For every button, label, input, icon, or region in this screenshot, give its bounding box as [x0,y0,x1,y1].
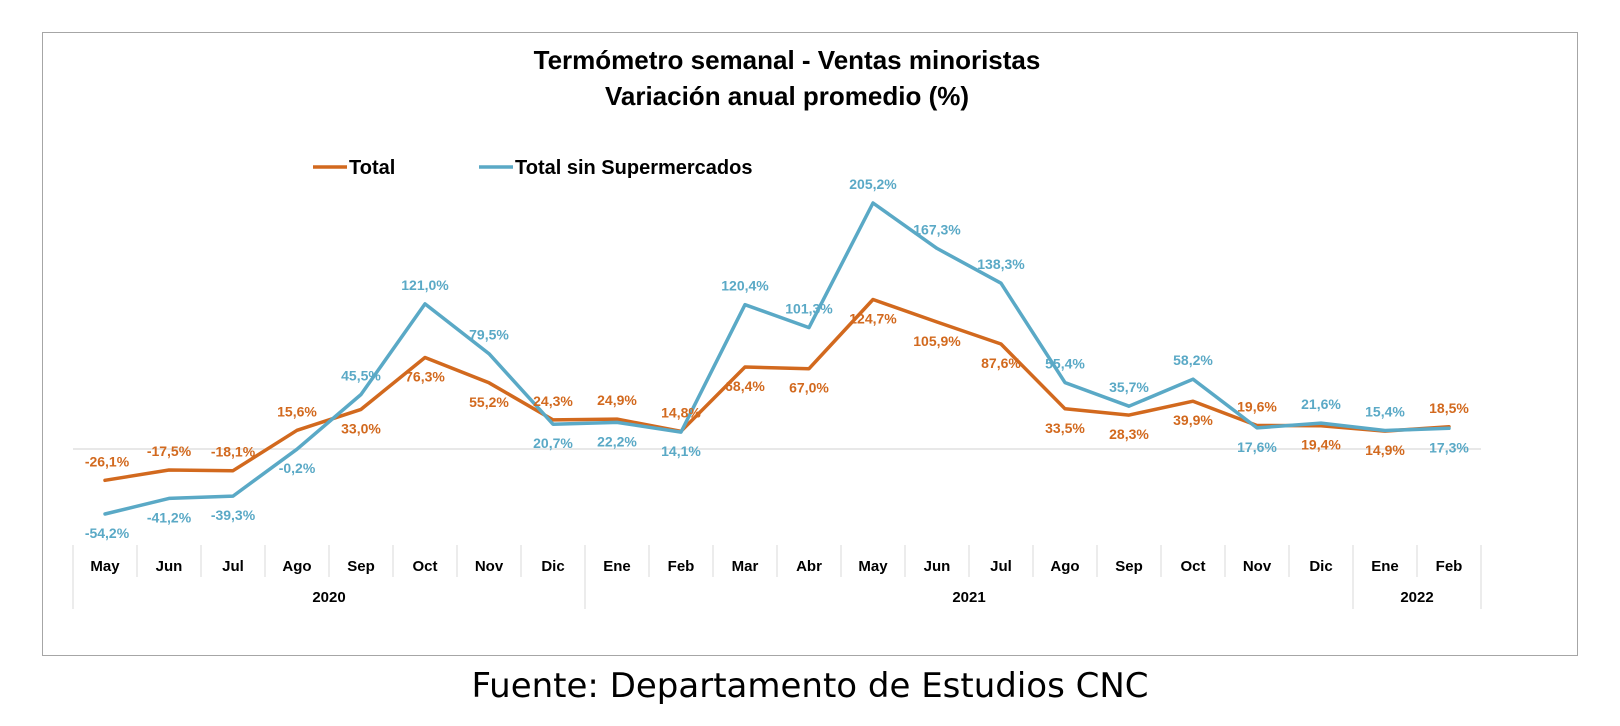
x-tick-label: Mar [732,558,759,575]
data-label-total: -17,5% [147,443,192,459]
legend: Total Total sin Supermercados [313,157,752,179]
series-line-sin-supermercados [103,201,1451,516]
data-label-sin-supermercados: 58,2% [1173,352,1213,368]
data-label-sin-supermercados: 205,2% [849,176,897,192]
data-label-total: 24,3% [533,393,573,409]
data-label-total: 67,0% [789,380,829,396]
x-tick-label: Sep [347,558,375,575]
x-tick-label: Feb [1436,558,1463,575]
data-label-total: 55,2% [469,394,509,410]
x-tick-label: Abr [796,558,822,575]
data-label-sin-supermercados: 120,4% [721,278,769,294]
data-label-sin-supermercados: 45,5% [341,368,381,384]
data-label-sin-supermercados: 21,6% [1301,396,1341,412]
data-label-total: 39,9% [1173,412,1213,428]
chart-title-line-2: Variación anual promedio (%) [605,81,969,111]
x-tick-label: Jun [924,558,951,575]
data-label-sin-supermercados: 15,4% [1365,404,1405,420]
data-label-total: 33,0% [341,420,381,436]
x-tick-label: Dic [1309,558,1332,575]
x-tick-label: Jul [990,558,1012,575]
data-label-sin-supermercados: 121,0% [401,277,449,293]
x-tick-label: Oct [412,558,437,575]
legend-label-total: Total [349,157,395,179]
x-tick-label: May [90,558,120,575]
data-label-total: 14,8% [661,404,701,420]
data-label-sin-supermercados: 14,1% [661,443,701,459]
data-label-total: 19,6% [1237,399,1277,415]
x-tick-label: Jun [156,558,183,575]
x-tick-label: Ene [603,558,631,575]
x-tick-label: Nov [1243,558,1272,575]
data-label-total: -18,1% [211,444,256,460]
data-label-total: 68,4% [725,378,765,394]
x-tick-label: Sep [1115,558,1143,575]
data-label-sin-supermercados: -54,2% [85,525,130,541]
x-tick-label: Ago [1050,558,1079,575]
line-chart: Termómetro semanal - Ventas minoristas V… [72,45,1482,609]
data-label-sin-supermercados: 55,4% [1045,356,1085,372]
data-label-total: -26,1% [85,453,130,469]
x-tick-label: Oct [1180,558,1205,575]
x-year-label: 2022 [1400,589,1433,606]
data-label-total: 18,5% [1429,400,1469,416]
data-label-total: 19,4% [1301,437,1341,453]
x-tick-label: Ago [282,558,311,575]
data-label-sin-supermercados: 79,5% [469,327,509,343]
data-label-total: 28,3% [1109,426,1149,442]
data-label-sin-supermercados: 101,3% [785,301,833,317]
x-tick-label: Jul [222,558,244,575]
data-label-total: 24,9% [597,392,637,408]
data-label-sin-supermercados: 35,7% [1109,379,1149,395]
data-label-total: 33,5% [1045,420,1085,436]
data-label-sin-supermercados: -41,2% [147,509,192,525]
data-label-sin-supermercados: 167,3% [913,221,961,237]
x-tick-label: Nov [475,558,504,575]
x-tick-label: Ene [1371,558,1399,575]
source-note: Fuente: Departamento de Estudios CNC [471,666,1149,706]
x-year-label: 2020 [312,589,345,606]
data-label-sin-supermercados: 22,2% [597,433,637,449]
data-label-sin-supermercados: -0,2% [279,460,316,476]
data-label-total: 124,7% [849,311,897,327]
data-label-total: 87,6% [981,355,1021,371]
chart-frame: Termómetro semanal - Ventas minoristas V… [42,32,1578,656]
x-year-label: 2021 [952,589,985,606]
data-label-total: 15,6% [277,403,317,419]
data-label-sin-supermercados: -39,3% [211,507,256,523]
legend-label-sin-supermercados: Total sin Supermercados [515,157,752,179]
data-label-total: 105,9% [913,333,961,349]
x-tick-label: May [858,558,888,575]
data-label-sin-supermercados: 17,6% [1237,439,1277,455]
data-label-sin-supermercados: 20,7% [533,435,573,451]
x-tick-label: Feb [668,558,695,575]
data-label-sin-supermercados: 138,3% [977,256,1025,272]
chart-title-line-1: Termómetro semanal - Ventas minoristas [534,45,1041,75]
data-label-total: 76,3% [405,369,445,385]
data-label-sin-supermercados: 17,3% [1429,439,1469,455]
x-tick-label: Dic [541,558,564,575]
data-label-total: 14,9% [1365,442,1405,458]
